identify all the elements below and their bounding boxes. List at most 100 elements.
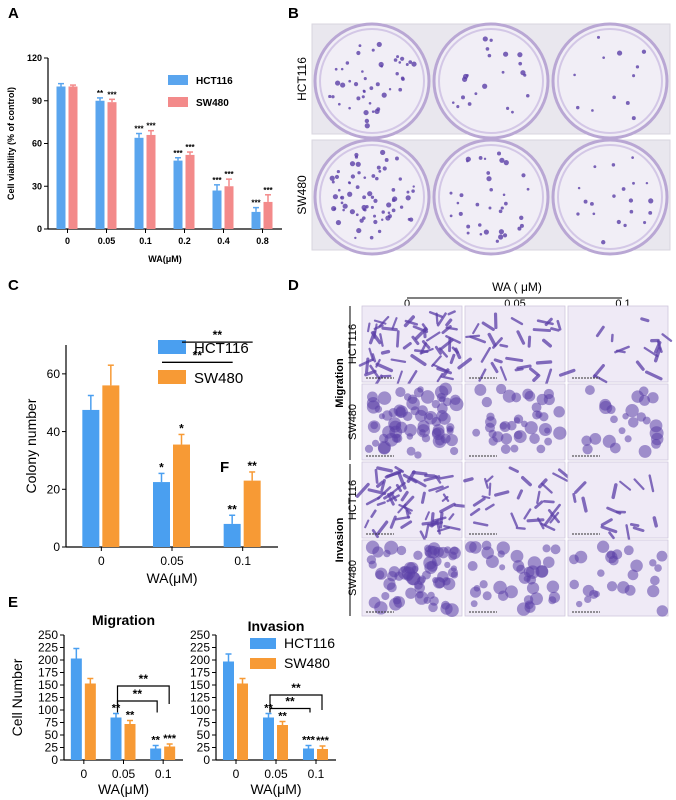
plate-inner-rim — [557, 28, 663, 134]
stained-cell — [530, 592, 543, 606]
stained-cell — [364, 444, 374, 453]
colony — [631, 156, 634, 159]
colony — [479, 232, 483, 236]
stained-cell — [576, 600, 583, 608]
y-tick-label: 175 — [38, 666, 58, 680]
colony — [364, 123, 370, 129]
stained-cell — [424, 544, 432, 553]
legend-label-sw480: SW480 — [284, 655, 330, 671]
stained-cell — [450, 571, 458, 579]
colony — [382, 166, 387, 171]
stained-cell — [463, 477, 474, 483]
colony — [380, 149, 386, 156]
stained-cell — [394, 466, 404, 473]
stained-cell — [524, 421, 538, 435]
colony — [645, 181, 649, 185]
colony — [498, 209, 503, 214]
colony — [612, 95, 616, 100]
stained-cell — [419, 342, 428, 355]
stained-cell — [500, 444, 511, 454]
colony — [466, 159, 469, 163]
stained-cell — [481, 321, 495, 331]
colony — [362, 89, 366, 93]
stained-cell — [472, 323, 480, 335]
bracket-label: ** — [213, 328, 223, 342]
colony — [393, 58, 398, 62]
stained-cell — [650, 432, 664, 446]
row-label-sw480: SW480 — [295, 175, 309, 215]
stained-cell — [514, 367, 524, 372]
stained-cell — [653, 347, 662, 363]
colony — [340, 196, 343, 199]
colony — [482, 83, 488, 89]
stained-cell — [411, 470, 428, 476]
colony — [395, 156, 399, 161]
colony — [616, 50, 623, 56]
stained-cell — [574, 481, 587, 494]
legend-label-hct116: HCT116 — [194, 340, 249, 357]
stained-cell — [484, 503, 495, 511]
x-tick-label: 0.8 — [256, 236, 269, 246]
colony — [616, 219, 621, 225]
stained-cell — [488, 482, 492, 496]
colony — [495, 239, 499, 243]
bar-hct116-0.1 — [150, 748, 162, 760]
colony — [363, 109, 369, 116]
colony — [381, 210, 385, 214]
stained-cell — [582, 444, 593, 455]
stained-cell — [384, 469, 403, 479]
stained-cell — [375, 358, 381, 368]
stained-cell — [552, 472, 569, 482]
significance-label: ** — [97, 89, 104, 98]
stained-cell — [648, 474, 655, 493]
panel-letter-e: E — [8, 594, 18, 611]
colony — [517, 52, 523, 58]
colony — [519, 223, 524, 228]
colony — [503, 51, 509, 57]
colony — [355, 161, 361, 167]
row-label-hct116: HCT116 — [295, 57, 309, 101]
colony — [449, 214, 453, 218]
stained-cell — [521, 475, 532, 487]
bracket-label: ** — [285, 695, 295, 709]
stained-cell — [370, 509, 377, 518]
micrograph — [567, 305, 669, 383]
stained-cell — [439, 382, 452, 396]
colony — [388, 88, 392, 91]
y-tick-label: 250 — [38, 628, 58, 642]
stained-cell — [526, 518, 545, 523]
stained-cell — [451, 346, 459, 354]
y-tick-label: 100 — [190, 703, 210, 717]
stained-cell — [536, 319, 554, 326]
row-label-hct116: HCT116 — [347, 324, 359, 364]
y-tick-label: 60 — [47, 367, 61, 381]
x-tick-label: 0 — [233, 767, 240, 781]
stained-cell — [485, 555, 499, 569]
stained-cell — [593, 374, 608, 384]
colony — [518, 61, 523, 66]
legend-swatch-hct116 — [250, 638, 276, 649]
stained-cell — [378, 413, 385, 420]
legend-label-sw480: SW480 — [194, 370, 243, 387]
colony — [388, 214, 392, 219]
stained-cell — [427, 591, 435, 599]
bar-sw480-0 — [102, 385, 120, 547]
panel-letter-c: C — [8, 277, 19, 294]
significance-label: ** — [278, 711, 287, 723]
colony — [456, 105, 460, 109]
stained-cell — [410, 354, 427, 367]
colony — [400, 56, 405, 61]
stained-cell — [505, 356, 524, 363]
stained-cell — [369, 364, 381, 380]
colony — [517, 226, 522, 231]
colony — [500, 206, 504, 210]
stained-cell — [638, 386, 649, 396]
stained-cell — [574, 550, 588, 564]
stained-cell — [457, 357, 472, 370]
stained-cell — [534, 500, 544, 509]
y-tick-label: 200 — [190, 653, 210, 667]
colony — [583, 199, 588, 204]
colony — [596, 35, 601, 39]
colony — [498, 234, 504, 240]
